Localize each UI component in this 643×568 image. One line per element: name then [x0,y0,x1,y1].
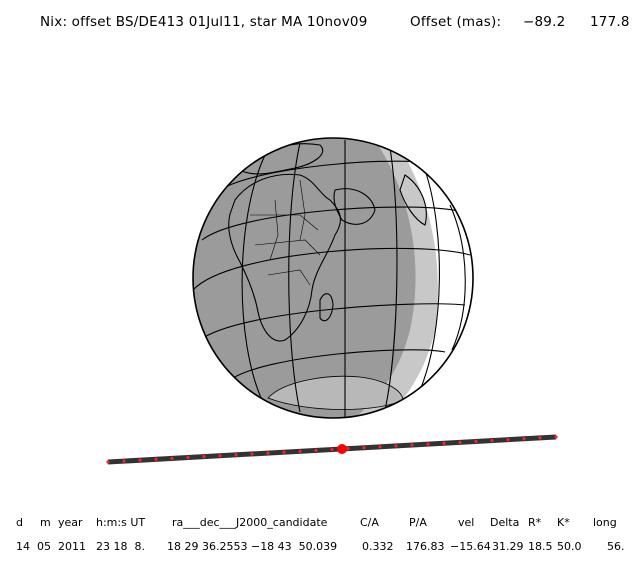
track-dot [138,458,142,462]
latitude-line [229,349,446,381]
track-dot [442,441,446,445]
value-m: 05 [37,540,51,553]
value-long: 56. [607,540,625,553]
longitude-line [419,169,440,391]
value-d: 14 [16,540,30,553]
track-dot [346,447,350,451]
track-dot [186,455,190,460]
col-header-ca: C/A [360,516,379,529]
longitude-line [449,204,466,351]
track-dot [538,436,542,440]
track-dot [266,451,270,455]
track-dot [506,438,510,442]
longitude-line [288,142,301,413]
track-dot [378,445,382,449]
event-title: Nix: offset BS/DE413 01Jul11, star MA 10… [40,14,368,30]
col-header-kstar: K* [557,516,570,529]
track-dot [314,448,318,452]
track-dot [202,455,206,459]
track-dot [282,450,286,454]
border-line [254,239,321,256]
value-ca: 0.332 [362,540,394,553]
track-dot [458,440,462,444]
latitude-line [199,303,466,341]
value-radec: 18 29 36.2553 −18 43 50.039 [167,540,338,553]
longitude-line [384,147,398,411]
border-line [267,269,311,286]
africa [228,173,341,342]
plot-header: Nix: offset BS/DE413 01Jul11, star MA 10… [40,14,629,30]
track-dot [298,449,302,453]
night-side [193,138,473,418]
arabia [333,188,376,225]
value-hms: 23 18 8. [96,540,145,553]
globe-shading [193,138,473,418]
borders [250,179,321,286]
value-vel: −15.64 [450,540,491,553]
track-dot [474,439,478,444]
col-header-d: d [16,516,23,529]
border-line [269,199,279,261]
track-dots [106,435,558,464]
col-header-m: m [40,516,51,529]
col-header-pa: P/A [409,516,427,529]
col-header-long: long [593,516,617,529]
track-dot [218,454,222,458]
latitude-line [201,206,463,241]
value-pa: 176.83 [406,540,445,553]
madagascar [319,293,334,322]
col-header-vel: vel [458,516,475,529]
value-rstar: 18.5 [528,540,553,553]
closest-approach-point [337,444,347,454]
track-dot [554,435,558,439]
col-header-year: year [58,516,83,529]
track-dot [250,452,254,456]
globe-outline [192,137,474,419]
track-dot [234,453,238,457]
track-dot [394,444,398,448]
antarctica [267,375,404,410]
track-dot [154,457,158,461]
track-dot [362,446,366,450]
border-line [299,179,306,241]
equator-line [193,247,471,291]
value-kstar: 50.0 [557,540,582,553]
track-dot [522,437,526,441]
track-dot [426,442,430,446]
value-delta: 31.29 [492,540,524,553]
track-dot [410,443,414,447]
border-line [250,214,319,231]
offset-label: Offset (mas): [410,14,502,30]
track-dot [106,460,110,464]
offset-ra-value: −89.2 [523,14,566,30]
track-dot [330,447,334,452]
track-dot [170,456,174,460]
india [399,174,427,226]
track-dot [122,459,126,463]
col-header-radec: ra___dec___J2000_candidate [172,516,328,529]
col-header-rstar: R* [528,516,542,529]
track-dot [490,439,494,443]
col-header-hms: h:m:s UT [96,516,146,529]
col-header-delta: Delta [490,516,520,529]
value-year: 2011 [58,540,86,553]
offset-dec-value: 177.8 [590,14,630,30]
